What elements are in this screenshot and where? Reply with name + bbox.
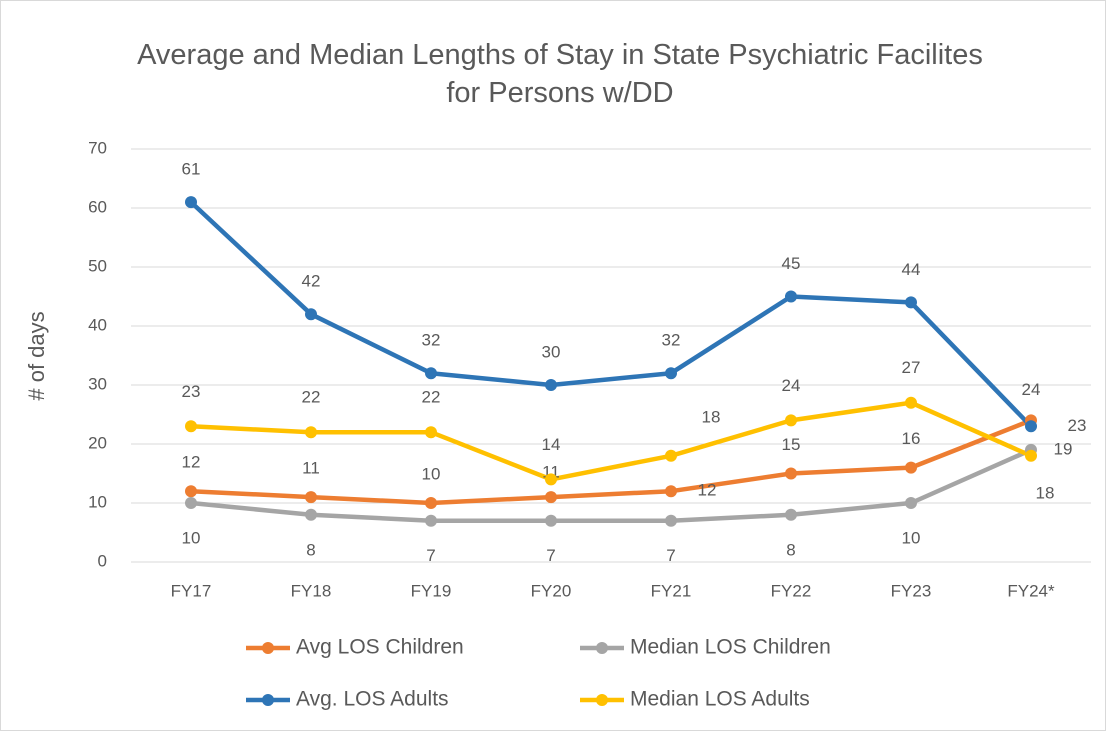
y-tick-label: 40 [88,315,107,334]
data-point [425,426,437,439]
data-point [425,497,437,509]
data-point [305,426,317,439]
data-point [425,514,437,527]
data-label: 7 [426,546,435,565]
data-label: 8 [306,540,315,559]
data-label: 7 [546,546,555,565]
data-label: 12 [698,481,717,500]
data-label: 23 [182,382,201,401]
legend-marker [596,694,608,706]
series-line [189,200,1033,428]
chart-title: Average and Median Lengths of Stay in St… [137,39,983,109]
x-tick-label: FY17 [171,581,212,600]
data-point [545,514,557,527]
y-tick-label: 60 [88,197,107,216]
data-point [905,497,917,509]
data-label: 30 [542,342,561,361]
data-point [785,290,797,303]
data-label: 22 [302,388,321,407]
data-point [305,508,317,521]
legend-label: Median LOS Children [630,636,831,659]
data-label: 22 [422,388,441,407]
legend-label: Median LOS Adults [630,688,810,711]
data-point [185,420,197,433]
y-tick-label: 10 [88,492,107,511]
data-label: 10 [902,528,921,547]
data-label: 8 [786,540,795,559]
data-point [185,196,197,209]
y-tick-label: 70 [88,138,107,157]
data-point [905,461,917,474]
legend-marker [262,694,274,706]
data-label: 18 [1036,483,1055,502]
data-point [545,379,557,391]
data-point [1025,449,1037,462]
y-axis-label: # of days [24,311,49,400]
y-tick-label: 0 [98,551,107,570]
data-label: 32 [662,331,681,350]
data-label: 10 [422,464,441,483]
data-point [425,367,437,380]
data-point [665,514,677,527]
y-tick-label: 30 [88,374,107,393]
data-label: 45 [782,254,801,273]
data-label: 24 [782,376,801,395]
data-label: 19 [1054,439,1073,458]
legend-marker [596,642,608,654]
data-point [1025,420,1037,433]
data-label: 11 [302,459,320,478]
data-label: 18 [702,407,721,426]
x-tick-label: FY23 [891,581,932,600]
data-point [185,497,197,509]
data-point [665,449,677,462]
x-tick-label: FY18 [291,581,332,600]
data-label: 42 [302,272,321,291]
data-point [305,308,317,321]
series-line [190,400,1032,482]
series-line [190,447,1032,523]
data-label: 61 [182,160,201,179]
data-point [665,367,677,380]
data-label: 23 [1068,416,1087,435]
y-tick-label: 50 [88,256,107,275]
data-point [785,508,797,521]
data-label: 15 [782,435,801,454]
data-label: 14 [542,435,561,454]
x-tick-label: FY22 [771,581,812,600]
data-point [785,414,797,427]
data-point [185,485,197,498]
series-line [190,418,1032,506]
data-label: 16 [902,429,921,448]
x-tick-label: FY19 [411,581,452,600]
data-label: 32 [422,331,441,350]
data-point [305,491,317,504]
data-point [785,467,797,480]
data-label: 24 [1022,380,1041,399]
legend-marker [262,642,274,654]
legend-label: Avg LOS Children [296,636,464,659]
x-tick-label: FY24* [1007,581,1055,600]
y-tick-label: 20 [88,433,107,452]
data-point [545,491,557,504]
x-tick-label: FY21 [651,581,692,600]
x-tick-label: FY20 [531,581,572,600]
data-point [905,396,917,409]
data-label: 7 [666,546,675,565]
data-label: 44 [902,260,921,279]
data-point [905,296,917,309]
data-point [665,485,677,498]
data-label: 10 [182,528,201,547]
legend-label: Avg. LOS Adults [296,688,449,711]
data-label: 12 [182,453,201,472]
data-point [545,473,557,486]
data-label: 27 [902,358,921,377]
